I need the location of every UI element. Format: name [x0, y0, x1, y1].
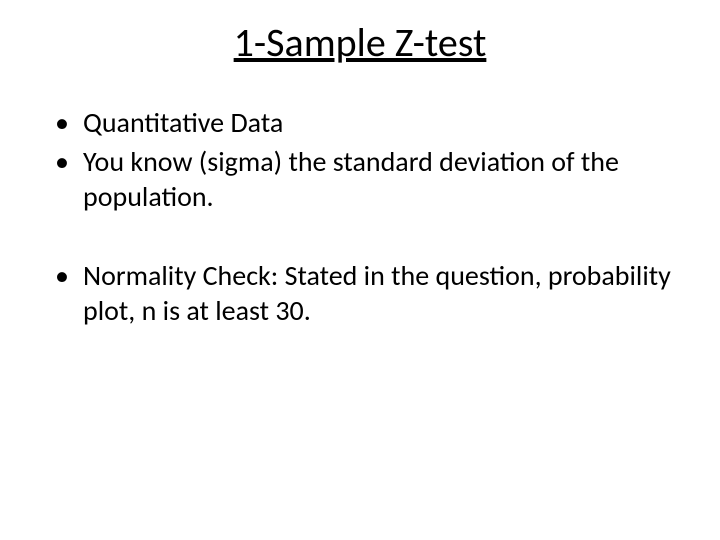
bullet-list: Quantitative Data You know (sigma) the s…	[20, 105, 700, 328]
bullet-item-normality: Normality Check: Stated in the question,…	[55, 258, 700, 328]
bullet-item-quantitative: Quantitative Data	[55, 105, 700, 140]
bullet-spacer	[55, 218, 700, 258]
slide-title: 1-Sample Z-test	[20, 18, 700, 67]
bullet-item-sigma: You know (sigma) the standard deviation …	[55, 144, 700, 214]
